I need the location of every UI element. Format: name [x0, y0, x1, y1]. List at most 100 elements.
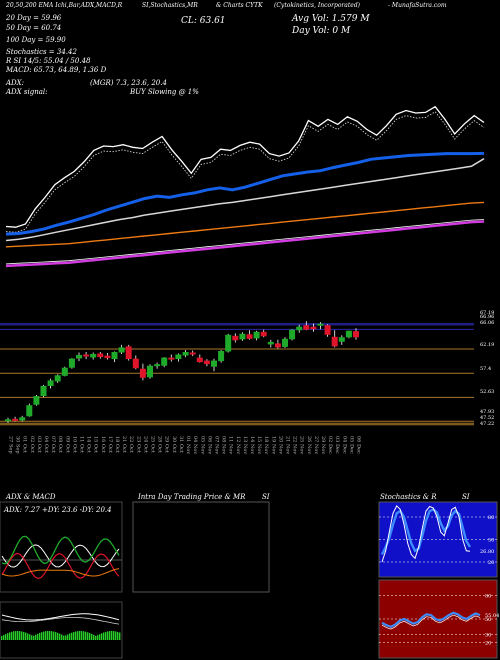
ema100-label: 100 Day = 59.90 — [6, 36, 66, 44]
macd-hist-bar — [87, 632, 89, 640]
mgr-values: (MGR) 7.3, 23.6, 20.4 — [90, 79, 167, 87]
macd-hist-bar — [33, 635, 35, 640]
candle-body — [282, 338, 288, 347]
macd-hist-bar — [111, 631, 113, 640]
macd-hist-bar — [35, 634, 37, 640]
macd-hist-bar — [97, 635, 99, 640]
stoch-panel-si: SI — [462, 493, 470, 501]
candle-body — [317, 323, 324, 326]
date-label: 01 Nov — [185, 436, 191, 454]
date-label: 28 Oct — [157, 436, 163, 453]
candle-body — [154, 364, 161, 367]
adx-signal-label: ADX signal: — [6, 88, 48, 96]
candle-body — [267, 341, 274, 345]
candle-body — [303, 325, 310, 330]
date-label: 12 Nov — [235, 436, 241, 454]
macd-hist-bar — [43, 631, 45, 640]
buy-signal: BUY Slowing @ 1% — [130, 88, 199, 96]
candle-body — [345, 330, 352, 338]
macd-hist-bar — [29, 634, 31, 640]
candle-body — [111, 352, 118, 360]
ema20-label: 20 Day = 59.96 — [6, 14, 62, 22]
macd-hist-bar — [79, 631, 81, 640]
candle-body — [253, 331, 260, 339]
macd-line — [1, 613, 120, 621]
macd-hist-bar — [51, 631, 53, 640]
date-label: 04 Nov — [192, 436, 198, 454]
date-label: 27 Sep — [8, 436, 14, 454]
macd-hist-bar — [105, 631, 107, 640]
stoch-label: Stochastics = 34.42 — [6, 48, 77, 56]
macd-hist-bar — [117, 631, 119, 640]
company-name: (Cytokinetics, Incorporated) — [274, 2, 361, 9]
date-label: 01 Oct — [22, 436, 28, 453]
mrsi-line — [381, 614, 481, 630]
candle-body — [19, 417, 26, 421]
price-tick-label: 47.22 — [480, 421, 494, 427]
macd-hist-bar — [7, 633, 9, 640]
date-label: 30 Sep — [15, 436, 21, 454]
macd-hist-bar — [101, 633, 103, 640]
macd-hist-bar — [83, 631, 85, 640]
price-tick-label: 67.19 — [480, 310, 494, 316]
adx-panel-title: ADX & MACD — [6, 493, 56, 501]
candle-body — [218, 351, 225, 362]
date-label: 17 Oct — [107, 436, 113, 453]
date-label: 20 Nov — [277, 436, 283, 454]
macd-hist-bar — [9, 632, 11, 640]
date-label: 10 Oct — [71, 436, 77, 453]
macd-hist-bar — [15, 631, 17, 640]
candle-body — [189, 352, 196, 355]
macd-label: MACD: 65.73, 64.89, 1.36 D — [6, 66, 107, 74]
date-label: 21 Oct — [121, 436, 127, 453]
macd-hist-bar — [77, 631, 79, 640]
price-tick-label: 47.52 — [480, 415, 494, 421]
price-line — [5, 105, 485, 228]
macd-hist-bar — [75, 631, 77, 640]
date-label: 04 Oct — [43, 436, 49, 453]
date-label: 31 Oct — [178, 436, 184, 453]
candle-body — [118, 347, 125, 353]
chart-of: & Charts CYTK — [216, 2, 263, 9]
candle-body — [246, 334, 253, 339]
rsi-tick-label: 30 — [485, 633, 491, 639]
price-tick-label: 57.4 — [480, 366, 491, 372]
candle-body — [5, 419, 11, 422]
macd-hist-bar — [25, 632, 27, 640]
intra-panel-si: SI — [262, 493, 270, 501]
candle-body — [289, 329, 296, 340]
date-label: 11 Oct — [79, 436, 85, 453]
date-label: 14 Oct — [86, 436, 92, 453]
candle-body — [324, 325, 331, 335]
stoch-k-line — [381, 504, 471, 563]
date-label: 06 Nov — [206, 436, 212, 454]
date-label: 25 Oct — [150, 436, 156, 453]
rsi-tick-label: 55.04 — [485, 613, 499, 619]
price-dotted-line — [5, 111, 485, 233]
ema-white-line — [5, 158, 485, 242]
candle-body — [54, 375, 61, 382]
macd-hist-bar — [73, 632, 75, 640]
candle-body — [274, 343, 281, 348]
macd-hist-bar — [17, 631, 19, 640]
date-label: 03 Oct — [36, 436, 42, 453]
candle-body — [331, 336, 338, 347]
studies-line: SI,Stochastics,MR — [142, 2, 198, 9]
macd-hist-bar — [89, 633, 91, 640]
candle-body — [139, 368, 146, 378]
candle-body — [61, 367, 68, 376]
macd-hist-bar — [21, 631, 23, 640]
ema50-label: 50 Day = 60.74 — [6, 24, 62, 32]
macd-hist-bar — [113, 631, 115, 640]
adx-panel-frame — [0, 501, 123, 593]
macd-hist-bar — [61, 634, 63, 640]
date-label: 11 Nov — [228, 436, 234, 454]
adx-line — [1, 544, 120, 568]
adx-panel-values: ADX: 7.27 +DY: 23.6 -DY: 20.4 — [4, 506, 112, 514]
candle-body — [47, 380, 54, 386]
candle-body — [203, 360, 210, 365]
rsi-tick-label: 50 — [485, 617, 491, 623]
candle-body — [90, 354, 97, 358]
macd-hist-bar — [71, 632, 73, 640]
